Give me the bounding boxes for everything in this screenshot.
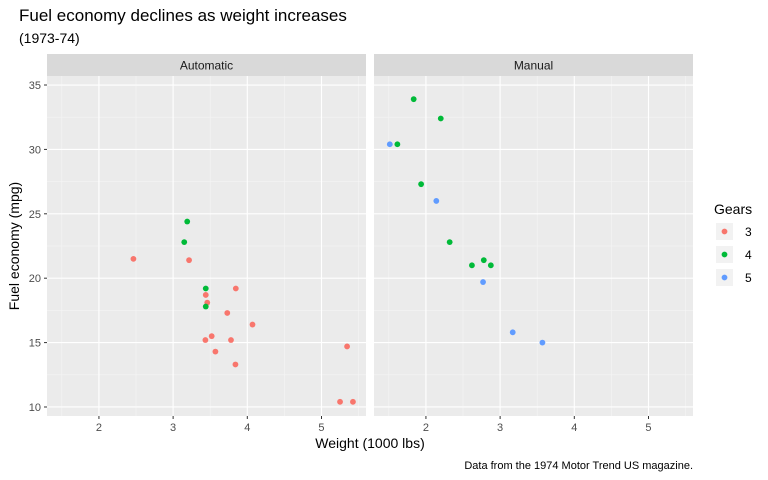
y-tick-label: 10 — [29, 402, 41, 414]
data-point — [186, 257, 192, 264]
data-point — [232, 285, 239, 292]
data-point — [212, 348, 219, 355]
y-axis: 10 15 20 25 30 35 — [29, 80, 47, 414]
facet-panels: Automatic Manual — [47, 54, 693, 416]
data-point — [224, 310, 231, 316]
data-point — [181, 239, 188, 246]
x-tick-label: 5 — [318, 422, 324, 434]
facet-panel: Automatic — [47, 54, 366, 416]
chart-caption: Data from the 1974 Motor Trend US magazi… — [464, 460, 693, 472]
chart-title: Fuel economy declines as weight increase… — [19, 6, 347, 25]
data-point — [410, 96, 417, 103]
data-point — [228, 337, 234, 343]
facet-panel: Manual — [374, 54, 693, 416]
facet-strip-label: Manual — [514, 59, 553, 73]
data-point — [469, 262, 475, 269]
x-tick-label: 5 — [645, 422, 651, 434]
x-tick-label: 4 — [571, 422, 577, 434]
data-point — [394, 141, 401, 148]
y-axis-title: Fuel economy (mpg) — [6, 182, 22, 310]
data-point — [539, 339, 546, 346]
facet-strip — [47, 54, 366, 76]
legend-label: 3 — [745, 225, 752, 239]
data-point — [249, 321, 256, 328]
data-point — [487, 262, 494, 269]
legend: Gears 3 4 5 — [714, 201, 752, 286]
x-tick-label: 4 — [244, 422, 250, 434]
data-point — [208, 333, 215, 340]
data-point — [130, 255, 137, 262]
y-tick-label: 30 — [29, 144, 41, 156]
x-tick-label: 3 — [170, 422, 176, 434]
data-point — [480, 257, 487, 264]
legend-label: 5 — [745, 271, 752, 285]
legend-swatch — [721, 251, 728, 258]
data-point — [446, 239, 453, 246]
x-tick-label: 2 — [423, 422, 429, 434]
x-axis: 2 3 4 5 2 3 4 5 — [96, 416, 652, 434]
data-point — [350, 398, 356, 405]
legend-title: Gears — [714, 201, 752, 217]
facet-strip-label: Automatic — [180, 59, 233, 73]
y-tick-label: 25 — [29, 209, 41, 221]
y-tick-label: 20 — [29, 273, 41, 285]
data-point — [509, 329, 516, 336]
legend-label: 4 — [745, 248, 752, 262]
data-point — [202, 303, 209, 310]
y-tick-label: 15 — [29, 338, 41, 350]
chart-subtitle: (1973-74) — [19, 30, 80, 46]
data-point — [184, 218, 191, 225]
x-tick-label: 3 — [497, 422, 503, 434]
data-point — [337, 398, 343, 405]
data-point — [480, 279, 486, 285]
data-point — [386, 141, 393, 148]
legend-swatch — [721, 274, 728, 281]
data-point — [202, 285, 209, 292]
data-point — [344, 343, 350, 350]
data-point — [433, 198, 440, 204]
legend-swatch — [721, 228, 728, 235]
data-point — [232, 361, 239, 368]
y-tick-label: 35 — [29, 80, 41, 92]
x-tick-label: 2 — [96, 422, 102, 434]
facet-strip — [374, 54, 693, 76]
data-point — [418, 181, 425, 188]
data-point — [437, 115, 444, 122]
data-point — [202, 292, 209, 298]
data-point — [202, 337, 209, 343]
x-axis-title: Weight (1000 lbs) — [315, 435, 424, 451]
